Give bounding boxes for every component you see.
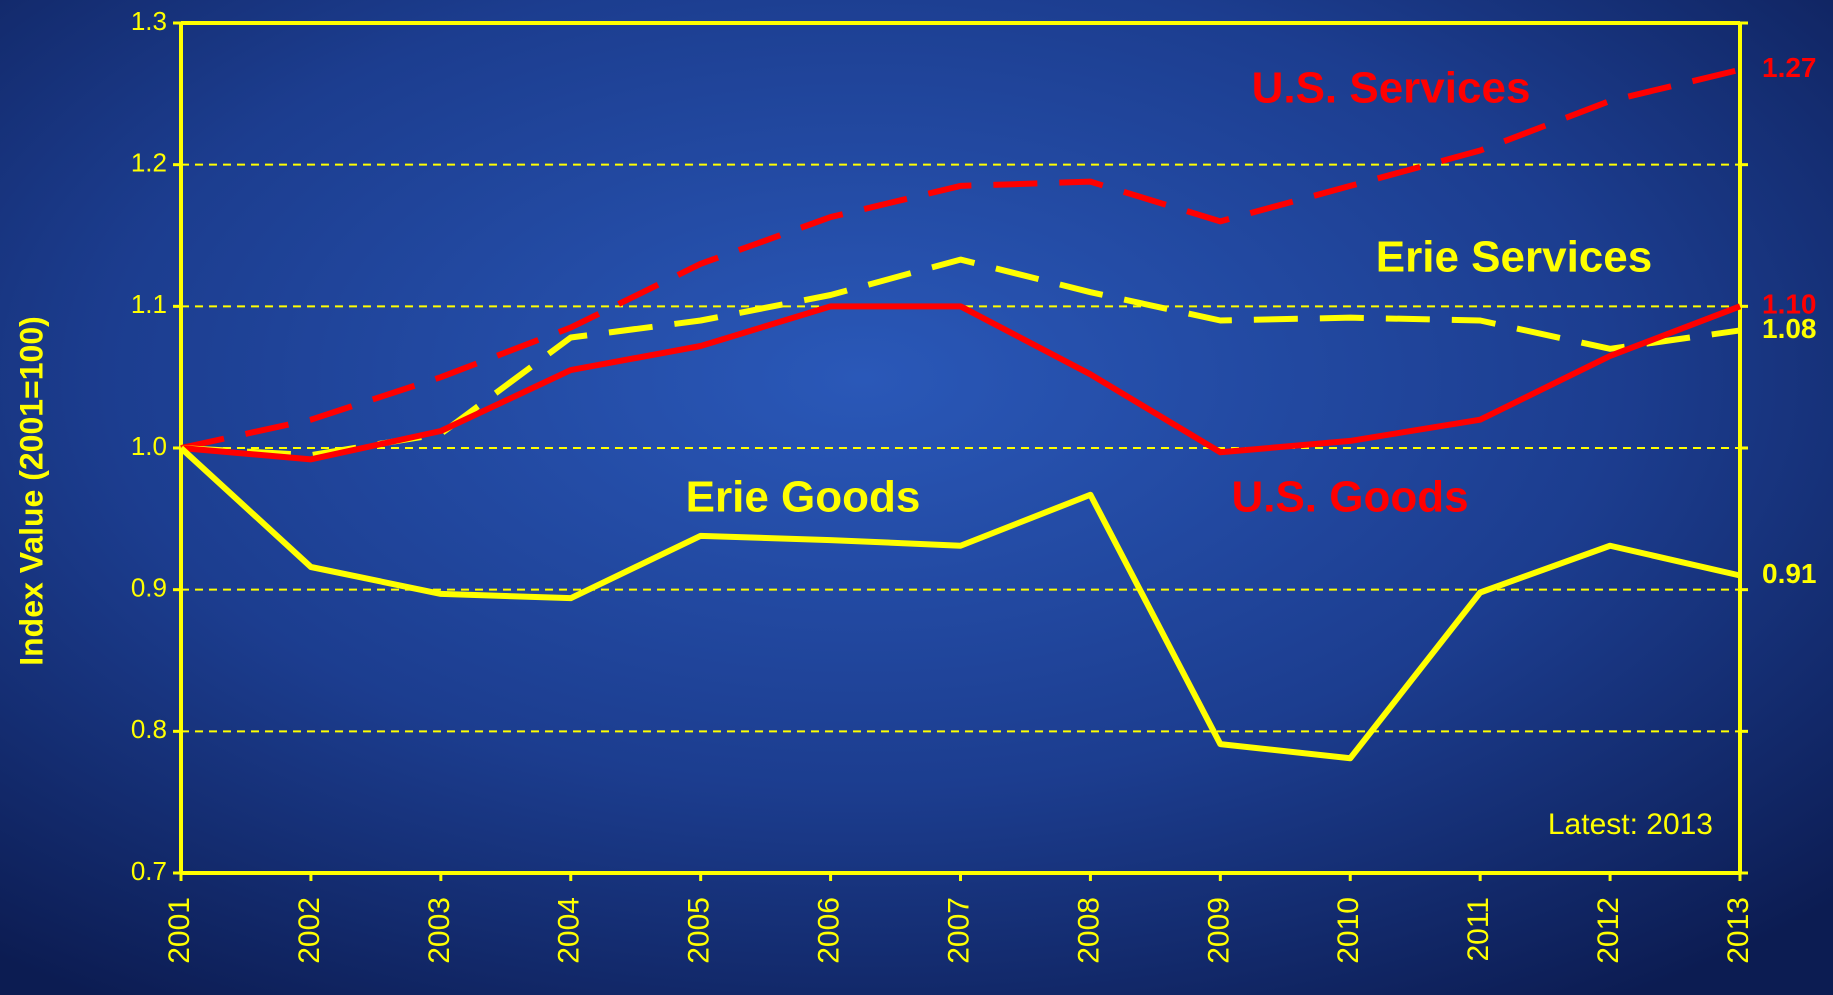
y-tick-label: 1.3	[131, 6, 167, 36]
value-label: 1.27	[1762, 52, 1817, 83]
x-tick-label: 2001	[163, 897, 196, 964]
y-tick-label: 1.2	[131, 148, 167, 178]
x-tick-label: 2008	[1072, 897, 1105, 964]
series-line	[180, 256, 1741, 459]
x-tick-label: 2012	[1592, 897, 1625, 964]
series-line	[180, 66, 1741, 451]
x-tick-label: 2010	[1332, 897, 1365, 964]
y-tick-label: 0.7	[131, 856, 167, 886]
series-name: U.S. Services	[1252, 64, 1531, 113]
y-tick-label: 1.1	[131, 289, 167, 319]
x-tick-label: 2005	[683, 897, 716, 964]
x-tick-label: 2011	[1462, 897, 1495, 962]
value-label: 1.10	[1762, 289, 1817, 320]
x-tick-label: 2004	[553, 897, 586, 964]
annotation: Latest: 2013	[1548, 808, 1713, 841]
series-line	[178, 445, 1741, 762]
x-tick-label: 2007	[942, 897, 975, 964]
value-label: 1.08	[1762, 313, 1817, 344]
y-tick-label: 1.0	[131, 431, 167, 461]
x-tick-label: 2002	[293, 897, 326, 964]
x-tick-label: 2006	[813, 897, 846, 964]
y-tick-label: 0.9	[131, 573, 167, 603]
series-name: Erie Goods	[686, 473, 921, 522]
series-line	[180, 303, 1742, 463]
x-tick-label: 2013	[1722, 897, 1755, 964]
x-tick-label: 2003	[423, 897, 456, 964]
series-name: Erie Services	[1376, 233, 1652, 282]
series-name: U.S. Goods	[1231, 473, 1468, 522]
y-axis-label: Index Value (2001=100)	[13, 316, 49, 666]
value-label: 0.91	[1762, 558, 1817, 589]
x-tick-label: 2009	[1202, 897, 1235, 964]
y-tick-label: 0.8	[131, 714, 167, 744]
